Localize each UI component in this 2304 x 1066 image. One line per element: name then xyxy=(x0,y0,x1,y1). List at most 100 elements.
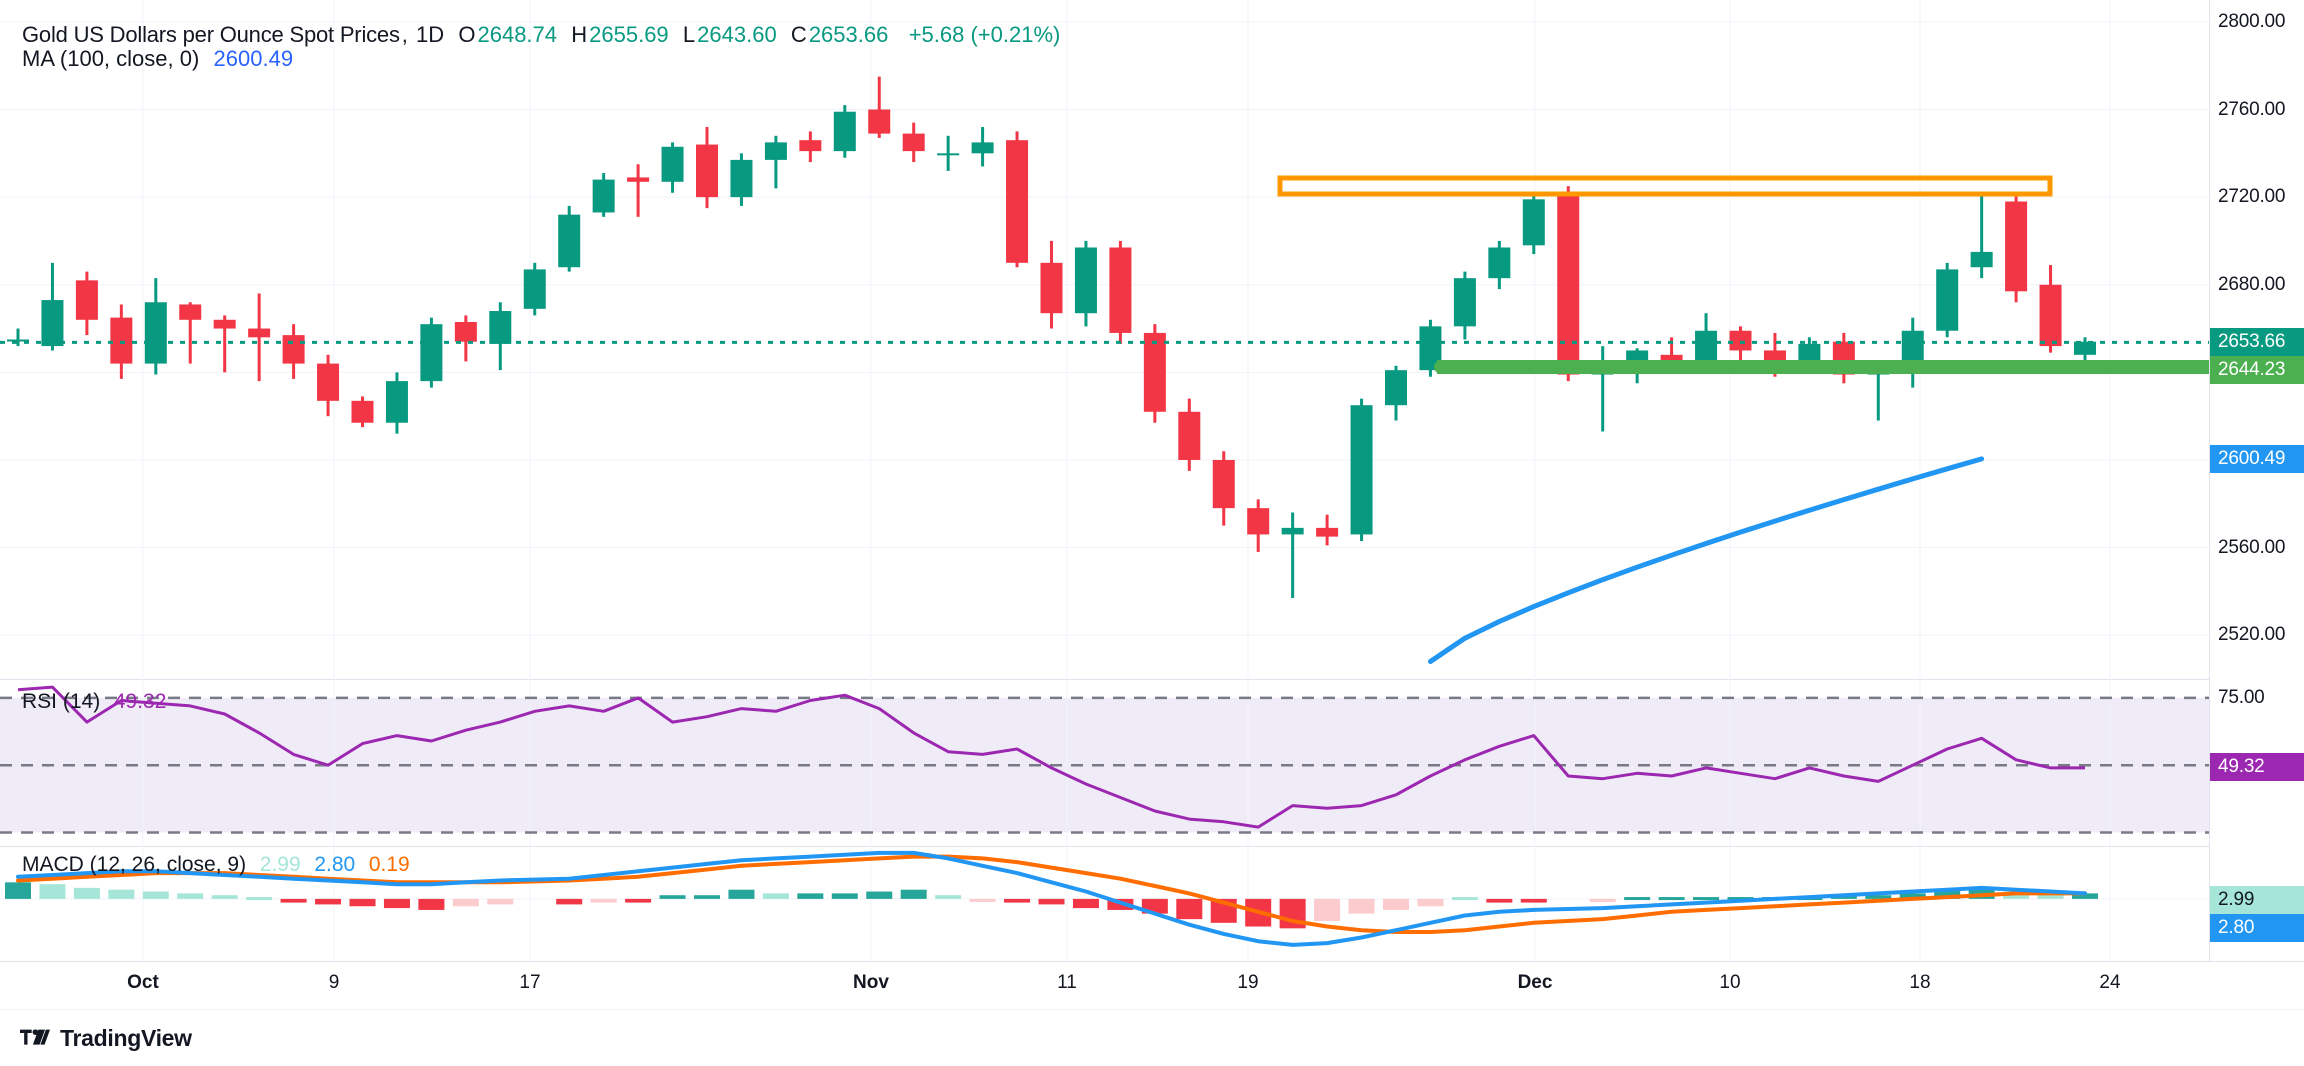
rsi-pane-canvas[interactable] xyxy=(0,679,2209,846)
candle[interactable] xyxy=(1212,459,1235,509)
macd-histogram-bar xyxy=(5,882,31,899)
time-axis-tick: Nov xyxy=(853,972,889,993)
price-pane[interactable] xyxy=(0,0,2209,679)
candle[interactable] xyxy=(7,339,29,342)
candle[interactable] xyxy=(1178,411,1201,460)
macd-value-badge[interactable]: 2.80 xyxy=(2210,914,2304,942)
candle[interactable] xyxy=(2005,201,2028,292)
candle[interactable] xyxy=(1281,527,1304,535)
price-axis[interactable]: 2800.002760.002720.002680.002600.002560.… xyxy=(2209,0,2304,961)
candle[interactable] xyxy=(351,400,374,423)
candle[interactable] xyxy=(730,159,753,198)
candle[interactable] xyxy=(627,177,650,182)
candle[interactable] xyxy=(1143,332,1166,412)
macd-hist-badge[interactable]: 2.99 xyxy=(2210,886,2304,914)
ma-badge[interactable]: 2600.49 xyxy=(2210,444,2304,473)
price-axis-tick: 2680.00 xyxy=(2218,273,2286,295)
candle[interactable] xyxy=(764,142,787,160)
candle[interactable] xyxy=(1522,199,1545,246)
macd-histogram-bar xyxy=(625,898,652,903)
candle[interactable] xyxy=(868,109,891,134)
macd-histogram-bar xyxy=(1899,893,1926,899)
pane-divider-rsi xyxy=(0,679,2209,680)
candle[interactable] xyxy=(454,321,477,342)
price-pane-canvas[interactable] xyxy=(0,0,2209,679)
macd-histogram-bar xyxy=(900,889,927,899)
price-axis-tick: 2800.00 xyxy=(2218,10,2286,32)
price-axis-tick: 2760.00 xyxy=(2218,98,2286,120)
candle[interactable] xyxy=(1729,330,1752,351)
candle[interactable] xyxy=(144,302,167,364)
candle[interactable] xyxy=(799,140,822,152)
candle[interactable] xyxy=(558,214,581,268)
candle[interactable] xyxy=(41,300,64,347)
candle[interactable] xyxy=(179,304,202,320)
candle[interactable] xyxy=(420,324,443,382)
candle[interactable] xyxy=(661,146,684,182)
support-badge[interactable]: 2644.23 xyxy=(2210,356,2304,385)
time-axis-tick: 10 xyxy=(1719,972,1741,993)
macd-histogram-bar xyxy=(1176,898,1203,920)
macd-histogram-bar xyxy=(2037,893,2064,899)
time-axis-tick: Oct xyxy=(127,972,159,993)
candle[interactable] xyxy=(1040,262,1063,314)
candle[interactable] xyxy=(1247,508,1270,535)
candle[interactable] xyxy=(902,133,925,152)
candle[interactable] xyxy=(1626,350,1649,362)
candle[interactable] xyxy=(833,111,856,152)
macd-pane-canvas[interactable] xyxy=(0,846,2209,961)
macd-histogram-bar xyxy=(1658,897,1685,901)
candle[interactable] xyxy=(489,311,512,344)
pane-divider-macd xyxy=(0,846,2209,847)
macd-pane[interactable] xyxy=(0,846,2209,961)
tradingview-wordmark: TradingView xyxy=(60,1024,192,1051)
candle[interactable] xyxy=(971,142,994,154)
resistance-rectangle[interactable] xyxy=(1277,175,2053,197)
candle[interactable] xyxy=(2039,284,2062,347)
candle[interactable] xyxy=(1006,140,1029,263)
candle[interactable] xyxy=(1557,194,1580,375)
candle[interactable] xyxy=(2074,341,2096,355)
rsi-pane[interactable] xyxy=(0,679,2209,846)
candle[interactable] xyxy=(1453,278,1476,327)
candle[interactable] xyxy=(110,317,133,364)
macd-histogram-bar xyxy=(142,891,169,899)
time-axis[interactable]: Oct 9 17 Nov 11 19 Dec 10 18 24 xyxy=(0,961,2304,1009)
candle[interactable] xyxy=(696,144,718,198)
candle[interactable] xyxy=(592,179,615,213)
candle[interactable] xyxy=(1419,326,1442,371)
candle[interactable] xyxy=(1350,405,1373,535)
candle[interactable] xyxy=(1488,247,1511,279)
candle[interactable] xyxy=(937,153,960,156)
last-price-badge[interactable]: 2653.66 xyxy=(2210,328,2304,357)
rsi-value-badge[interactable]: 49.32 xyxy=(2210,753,2304,782)
macd-histogram-bar xyxy=(383,898,410,909)
candle[interactable] xyxy=(282,335,305,364)
candle[interactable] xyxy=(1936,269,1959,331)
candle[interactable] xyxy=(1316,527,1339,537)
candle[interactable] xyxy=(1385,370,1407,406)
support-line[interactable] xyxy=(1434,360,2209,374)
candle[interactable] xyxy=(1074,247,1097,314)
macd-histogram-bar xyxy=(1004,898,1031,903)
macd-histogram-bar xyxy=(866,891,893,899)
candle[interactable] xyxy=(1109,247,1132,333)
candle[interactable] xyxy=(248,328,271,338)
macd-histogram-bar xyxy=(797,893,824,899)
candle[interactable] xyxy=(523,269,546,309)
macd-histogram-bar xyxy=(1520,898,1547,903)
macd-histogram-bar xyxy=(211,895,238,899)
macd-histogram-bar xyxy=(1693,897,1720,901)
time-axis-tick: Dec xyxy=(1517,972,1553,993)
macd-histogram-bar xyxy=(1934,889,1961,899)
candle[interactable] xyxy=(1660,354,1683,364)
candle[interactable] xyxy=(385,381,408,423)
macd-histogram-bar xyxy=(556,898,583,905)
candle[interactable] xyxy=(317,363,340,401)
candle[interactable] xyxy=(213,319,236,329)
candle[interactable] xyxy=(1695,330,1718,364)
time-axis-tick: 18 xyxy=(1909,972,1931,993)
macd-histogram-bar xyxy=(349,898,376,907)
candle[interactable] xyxy=(75,280,98,320)
candle[interactable] xyxy=(1970,251,1993,268)
